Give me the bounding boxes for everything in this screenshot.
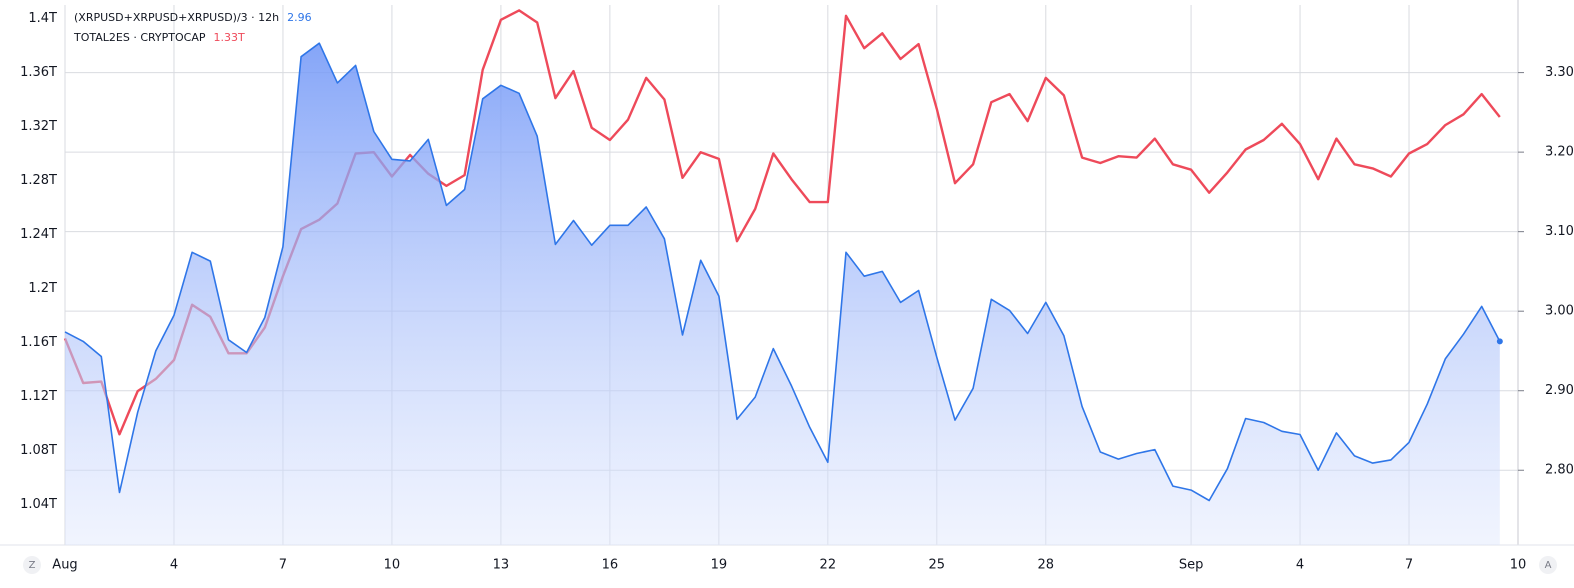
area: [65, 43, 1500, 545]
x-tick-label: 28: [1038, 558, 1055, 573]
y-tick-label: 1.04T: [20, 497, 57, 512]
x-tick-label: 7: [279, 558, 287, 573]
y2-tick-label: 3.00: [1545, 304, 1574, 319]
control-button[interactable]: [23, 556, 41, 574]
x-tick-label: 7: [1405, 558, 1413, 573]
y2-tick-label: 2.90: [1545, 383, 1574, 398]
y-tick-label: 1.08T: [20, 443, 57, 458]
last-point: [1496, 338, 1503, 345]
y-tick-label: 1.16T: [20, 335, 57, 350]
x-tick-label: Sep: [1179, 558, 1204, 573]
y2-tick-label: 2.80: [1545, 463, 1574, 478]
line: [64, 42, 1501, 502]
x-tick-label: 10: [1510, 558, 1527, 573]
y-tick-label: 1.36T: [20, 65, 57, 80]
legend-value: 2.96: [287, 11, 312, 24]
y2-tick-label: 3.20: [1545, 145, 1574, 160]
x-tick-label: 4: [1296, 558, 1304, 573]
control-label[interactable]: A: [1545, 560, 1552, 571]
legend-name: (XRPUSD+XRPUSD+XRPUSD)/3 · 12h: [74, 11, 279, 24]
control-button[interactable]: [1539, 556, 1557, 574]
legend-value: 1.33T: [214, 31, 245, 44]
y-tick-label: 1.28T: [20, 173, 57, 188]
y2-tick-label: 3.30: [1545, 65, 1574, 80]
x-tick-label: 25: [929, 558, 946, 573]
y-tick-label: 1.2T: [28, 281, 57, 296]
y2-tick-label: 3.10: [1545, 224, 1574, 239]
x-tick-label: 22: [820, 558, 837, 573]
x-tick-label: 13: [493, 558, 510, 573]
x-tick-label: 4: [170, 558, 178, 573]
y-tick-label: 1.12T: [20, 389, 57, 404]
y-tick-label: 1.24T: [20, 227, 57, 242]
y-tick-label: 1.32T: [20, 119, 57, 134]
x-tick-label: Aug: [52, 558, 77, 573]
control-label[interactable]: Z: [29, 560, 36, 571]
y-tick-label: 1.4T: [28, 11, 57, 26]
legend-name: TOTAL2ES · CRYPTOCAP: [73, 31, 206, 44]
x-tick-label: 16: [602, 558, 619, 573]
x-tick-label: 19: [711, 558, 728, 573]
x-tick-label: 10: [384, 558, 401, 573]
